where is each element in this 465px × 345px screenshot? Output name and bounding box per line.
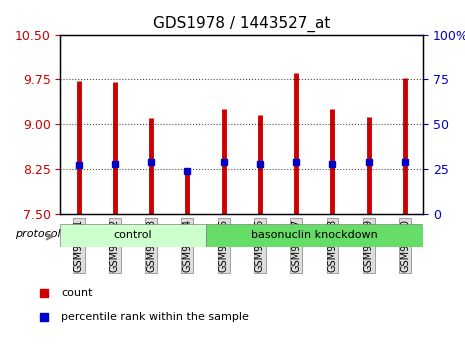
Text: count: count (61, 288, 93, 298)
Text: protocol: protocol (15, 229, 61, 239)
Text: basonuclin knockdown: basonuclin knockdown (251, 230, 378, 240)
Text: percentile rank within the sample: percentile rank within the sample (61, 313, 249, 322)
FancyBboxPatch shape (60, 224, 206, 247)
Title: GDS1978 / 1443527_at: GDS1978 / 1443527_at (153, 16, 331, 32)
FancyBboxPatch shape (206, 224, 423, 247)
Text: control: control (113, 230, 153, 240)
